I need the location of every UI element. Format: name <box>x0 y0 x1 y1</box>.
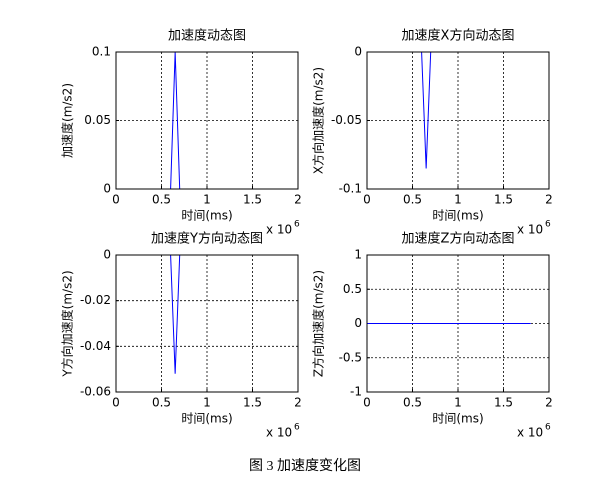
y-axis-label: Y方向加速度(m/s2) <box>60 270 75 377</box>
x-tick-label: 1 <box>203 396 211 410</box>
chart-title: 加速度Y方向动态图 <box>151 231 263 247</box>
x-multiplier: x 10 <box>517 426 543 440</box>
x-tick-label: 0.5 <box>152 396 171 410</box>
y-tick-label: 0.5 <box>343 282 362 296</box>
y-axis-label: 加速度(m/s2) <box>60 83 75 158</box>
y-tick-label: 1 <box>354 248 362 262</box>
y-tick-label: 0.1 <box>92 45 111 59</box>
x-axis-label: 时间(ms) <box>181 412 232 426</box>
x-tick-label: 1 <box>454 396 462 410</box>
x-axis-label: 时间(ms) <box>181 209 232 223</box>
x-tick-label: 0.5 <box>152 193 171 207</box>
x-tick-label: 2 <box>294 193 302 207</box>
y-tick-label: -0.05 <box>331 113 362 127</box>
x-multiplier-exponent: 6 <box>545 423 551 433</box>
x-tick-label: 0.5 <box>403 396 422 410</box>
y-tick-label: -0.06 <box>80 385 111 399</box>
chart-title: 加速度动态图 <box>168 28 246 44</box>
axes-box <box>366 254 550 393</box>
y-tick-label: -1 <box>350 385 362 399</box>
x-tick-label: 2 <box>294 396 302 410</box>
x-axis-label: 时间(ms) <box>432 412 483 426</box>
y-axis-label: Z方向加速度(m/s2) <box>311 270 326 377</box>
x-tick-label: 2 <box>545 396 553 410</box>
x-tick-label: 0 <box>363 396 371 410</box>
axes-box <box>366 51 550 190</box>
axes-box <box>115 51 299 190</box>
y-tick-label: -0.04 <box>80 339 111 353</box>
x-multiplier-exponent: 6 <box>294 423 300 433</box>
x-tick-label: 0 <box>112 396 120 410</box>
y-tick-label: 0 <box>103 182 111 196</box>
x-tick-label: 1.5 <box>494 193 513 207</box>
y-tick-label: 0 <box>103 248 111 262</box>
y-tick-label: 0 <box>354 45 362 59</box>
x-tick-label: 0 <box>363 193 371 207</box>
y-tick-label: -0.1 <box>339 182 362 196</box>
x-multiplier: x 10 <box>266 426 292 440</box>
x-multiplier-exponent: 6 <box>545 220 551 230</box>
x-tick-label: 1 <box>203 193 211 207</box>
y-tick-label: -0.02 <box>80 293 111 307</box>
x-tick-label: 0.5 <box>403 193 422 207</box>
x-tick-label: 1 <box>454 193 462 207</box>
y-tick-label: 0.05 <box>84 113 111 127</box>
chart-title: 加速度Z方向动态图 <box>402 231 515 247</box>
chart-title: 加速度X方向动态图 <box>402 28 515 44</box>
figure-caption: 图 3 加速度变化图 <box>249 458 361 474</box>
x-multiplier-exponent: 6 <box>294 220 300 230</box>
x-tick-label: 1.5 <box>494 396 513 410</box>
y-axis-label: X方向加速度(m/s2) <box>311 67 326 174</box>
x-tick-label: 1.5 <box>243 193 262 207</box>
y-tick-label: 0 <box>354 316 362 330</box>
y-tick-label: -0.5 <box>339 350 362 364</box>
x-tick-label: 0 <box>112 193 120 207</box>
x-tick-label: 2 <box>545 193 553 207</box>
x-axis-label: 时间(ms) <box>432 209 483 223</box>
axes-box <box>115 254 299 393</box>
x-multiplier: x 10 <box>517 223 543 237</box>
x-tick-label: 1.5 <box>243 396 262 410</box>
x-multiplier: x 10 <box>266 223 292 237</box>
